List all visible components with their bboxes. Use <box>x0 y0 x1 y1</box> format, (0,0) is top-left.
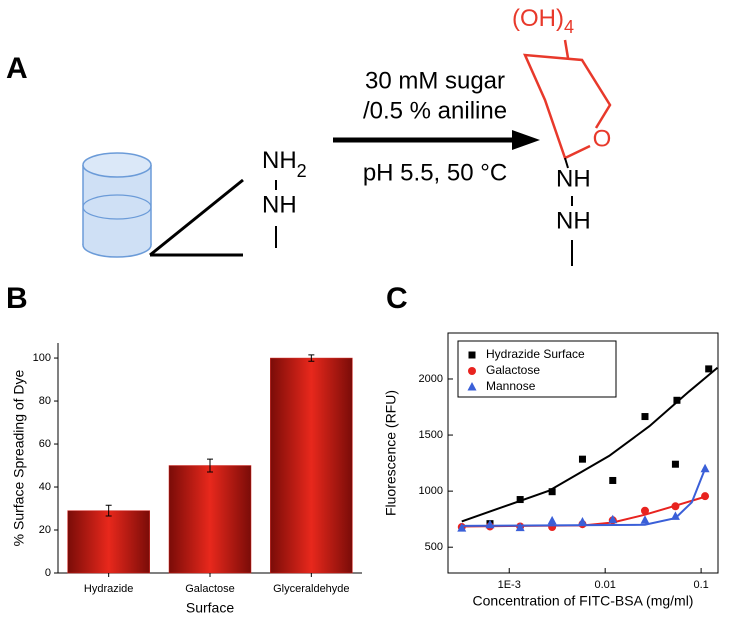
point <box>578 455 586 463</box>
y-tick-label: 0 <box>45 567 51 579</box>
x-tick-label: Hydrazide <box>84 583 134 595</box>
reactant-nh2: NH2 <box>262 147 307 180</box>
legend-marker <box>467 382 477 391</box>
panel-label: C <box>386 282 408 315</box>
condition: 30 mM sugar <box>365 67 505 94</box>
support <box>82 152 244 258</box>
plot-frame <box>447 332 719 574</box>
error-bar <box>207 458 213 473</box>
fit-line <box>461 366 719 523</box>
legend-label: Galactose <box>486 363 540 377</box>
reaction-arrow <box>333 130 540 150</box>
x-tick-label: 0.01 <box>594 579 615 591</box>
point <box>705 365 713 373</box>
legend-marker <box>468 351 476 359</box>
y-tick-label: 60 <box>39 438 51 450</box>
error-bar <box>308 354 315 362</box>
bond <box>564 157 569 169</box>
point <box>701 492 710 501</box>
x-axis-title: Surface <box>186 600 234 616</box>
point <box>640 506 649 515</box>
y-tick-label: 1500 <box>419 429 443 441</box>
condition: /0.5 % aniline <box>363 97 507 124</box>
panel-label: B <box>6 282 28 315</box>
legend-box <box>457 340 617 398</box>
legend-marker <box>468 367 476 375</box>
point <box>548 488 556 496</box>
point <box>608 514 618 524</box>
fit-line <box>461 468 707 527</box>
legend-label: Hydrazide Surface <box>486 347 585 361</box>
y-tick-label: 80 <box>39 395 51 407</box>
point <box>609 476 617 484</box>
x-axis-title: Concentration of FITC-BSA (mg/ml) <box>473 593 694 609</box>
legend-label: Mannose <box>486 379 536 393</box>
point <box>577 516 587 526</box>
y-tick-label: 20 <box>39 524 51 536</box>
condition: pH 5.5, 50 °C <box>363 159 507 186</box>
point <box>640 515 650 524</box>
bar <box>168 465 252 574</box>
panel-label: A <box>6 52 28 85</box>
y-axis-title: % Surface Spreading of Dye <box>11 369 27 546</box>
x-tick-label: 0.1 <box>693 579 708 591</box>
product-o: O <box>593 125 612 152</box>
point <box>671 460 679 468</box>
bar <box>67 510 150 574</box>
error-bar <box>105 504 112 517</box>
y-axis-title: Fluorescence (RFU) <box>383 390 399 516</box>
y-tick-label: 100 <box>33 352 51 364</box>
y-tick-label: 40 <box>39 481 51 493</box>
x-tick-label: Glyceraldehyde <box>273 583 349 595</box>
point <box>641 413 649 421</box>
y-tick-label: 500 <box>425 541 443 553</box>
point <box>457 523 467 532</box>
point <box>515 522 525 532</box>
y-tick-label: 2000 <box>419 373 443 385</box>
bar <box>270 357 353 574</box>
x-tick-label: Galactose <box>185 583 235 595</box>
x-tick-label: 1E-3 <box>498 579 521 591</box>
point <box>673 396 681 404</box>
point <box>485 519 495 529</box>
product-nh: NH <box>556 165 591 192</box>
point <box>516 496 524 504</box>
point <box>700 463 710 473</box>
product-oh: (OH)4 <box>512 5 574 36</box>
point <box>670 511 680 520</box>
point <box>671 502 680 511</box>
reactant-nh: NH <box>262 191 297 218</box>
product-nh: NH <box>556 207 591 234</box>
y-tick-label: 1000 <box>419 485 443 497</box>
point <box>547 515 557 525</box>
